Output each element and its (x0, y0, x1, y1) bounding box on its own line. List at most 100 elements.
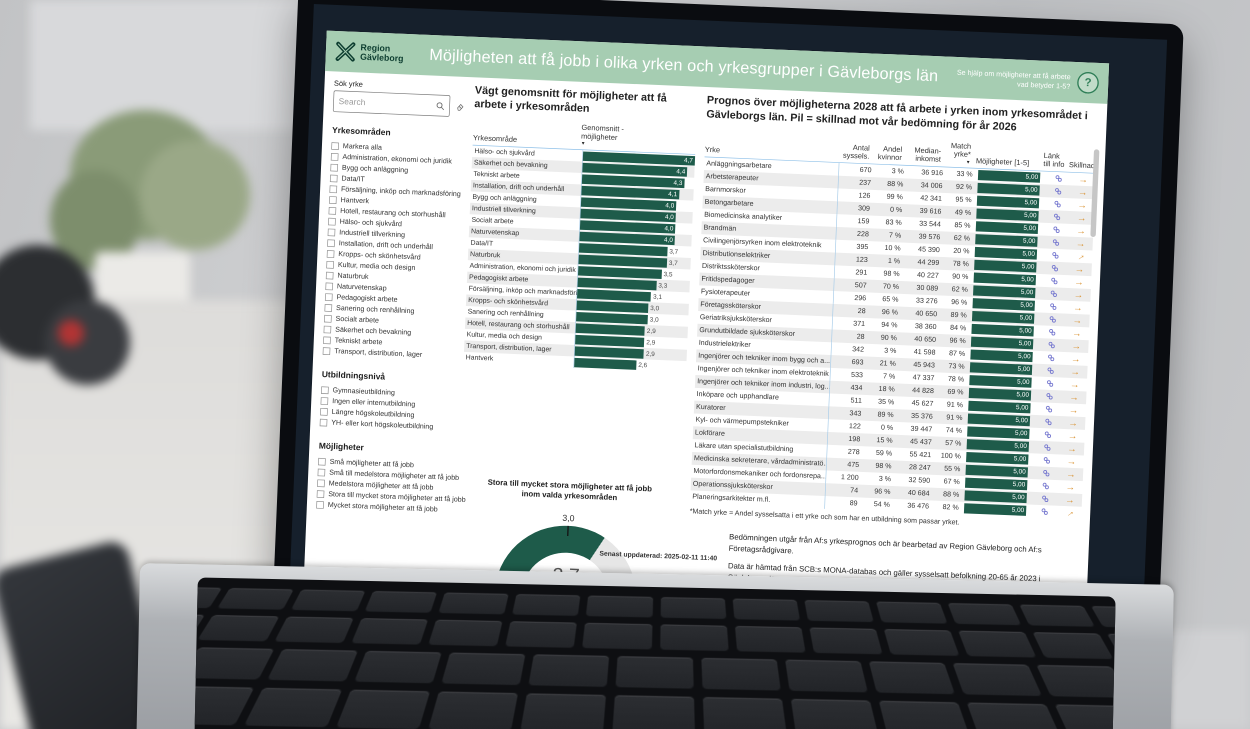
column-header-lank[interactable]: Länk till info (1043, 151, 1065, 170)
table-row[interactable]: Arbetsterapeuter 237 88 % 34 006 92 % 5,00 → (703, 169, 1096, 200)
table-row[interactable]: Biomedicinska analytiker 159 83 % 33 544 85 … (702, 208, 1094, 237)
link-icon[interactable] (1052, 239, 1060, 247)
checkbox-icon[interactable] (325, 282, 334, 290)
checkbox-icon[interactable] (328, 195, 337, 204)
checkbox-icon[interactable] (326, 260, 335, 269)
checkbox-icon[interactable] (325, 271, 334, 280)
table-row[interactable]: Ingenjörer och tekniker inom bygg och a.… (695, 349, 1088, 379)
table-row[interactable]: Ingenjörer och tekniker inom industri, l… (694, 375, 1087, 405)
link-icon[interactable] (1042, 482, 1050, 490)
link-icon[interactable] (1047, 354, 1055, 362)
clear-filters-eraser-icon[interactable] (455, 101, 465, 112)
checkbox-icon[interactable] (326, 249, 335, 258)
checkbox-icon[interactable] (320, 396, 329, 405)
cell-match-yrke: 91 % (946, 413, 963, 423)
column-header-median[interactable]: Median- inkomst (914, 146, 942, 164)
table-row[interactable]: Betongarbetare 309 0 % 39 616 49 % 5,00 → (702, 195, 1095, 225)
checkbox-icon[interactable] (330, 152, 339, 161)
checkbox-icon[interactable] (320, 407, 328, 416)
table-row[interactable]: Företagssköterskor 28 96 % 40 650 89 % 5,00 → (698, 298, 1090, 328)
cell-medianinkomst: 33 276 (915, 296, 938, 306)
table-row[interactable]: Barnmorskor 126 99 % 42 341 95 % 5,00 → (703, 183, 1095, 212)
help-icon[interactable]: ? (1076, 71, 1100, 95)
table-row[interactable]: Ingenjörer och tekniker inom elektrotekn… (695, 362, 1087, 391)
link-icon[interactable] (1045, 405, 1053, 413)
table-row[interactable]: Planeringsarkitekter m.fl. 89 54 % 36 476 82… (690, 490, 1082, 520)
table-row[interactable]: Lokförare 198 15 % 45 437 57 % 5,00 → (692, 426, 1085, 456)
checkbox-icon[interactable] (319, 418, 328, 427)
table-row[interactable]: Kyl- och värmepumpstekniker 122 0 % 39 447 7… (693, 413, 1085, 442)
checkbox-icon[interactable] (328, 206, 337, 215)
link-icon[interactable] (1051, 264, 1059, 272)
table-row[interactable]: Distributionselektriker 123 1 % 44 299 78 % 5… (700, 246, 1092, 277)
link-icon[interactable] (1051, 251, 1059, 259)
checkbox-icon[interactable] (327, 228, 336, 236)
checkbox-icon[interactable] (323, 325, 332, 334)
link-icon[interactable] (1043, 456, 1051, 464)
link-icon[interactable] (1046, 367, 1054, 375)
checkbox-icon[interactable] (317, 468, 326, 477)
bar-chart-value-header[interactable]: Genomsnitt - möjligheter ▼ (581, 124, 697, 152)
link-icon[interactable] (1053, 213, 1061, 221)
link-icon[interactable] (1042, 469, 1050, 477)
table-row[interactable]: Civilingenjörsyrken inom elektroteknik 39… (701, 234, 1093, 263)
link-icon[interactable] (1046, 380, 1054, 388)
checkbox-icon[interactable] (318, 457, 326, 466)
table-row[interactable]: Distriktssköterskor 291 98 % 40 227 90 % 5,00… (700, 260, 1092, 289)
table-row[interactable]: Fritidspedagoger 507 70 % 30 089 62 % 5,00 → (699, 272, 1091, 302)
cell-match-yrke: 33 % (956, 170, 973, 179)
column-header-andel[interactable]: Andel kvinnor (877, 144, 903, 163)
link-icon[interactable] (1054, 187, 1062, 195)
checkbox-icon[interactable] (329, 174, 338, 183)
link-icon[interactable] (1044, 431, 1052, 439)
link-icon[interactable] (1047, 341, 1055, 349)
checkbox-icon[interactable] (317, 479, 325, 487)
link-icon[interactable] (1041, 495, 1049, 503)
table-row[interactable]: Medicinska sekreterare, vårdadministratö… (691, 451, 1084, 482)
checkbox-icon[interactable] (316, 500, 324, 509)
checkbox-icon[interactable] (316, 489, 325, 498)
checkbox-icon[interactable] (330, 163, 339, 172)
checkbox-icon[interactable] (323, 336, 331, 344)
column-header-match[interactable]: Match yrke* ▼ (941, 141, 972, 165)
link-icon[interactable] (1049, 316, 1057, 324)
table-row[interactable]: Brandmän 228 7 % 39 576 62 % 5,00 → (701, 221, 1094, 251)
section-title: Möjligheter (318, 441, 364, 453)
checkbox-icon[interactable] (322, 346, 331, 355)
checkbox-icon[interactable] (329, 185, 338, 193)
table-row[interactable]: Motorfordonsmekaniker och fordonsrepa...… (691, 465, 1083, 494)
table-row[interactable]: Fysioterapeuter 296 65 % 33 276 96 % 5,00 → (699, 285, 1091, 314)
table-row[interactable]: Geriatriksjuksköterskor 371 94 % 38 360 84 %… (698, 311, 1090, 340)
table-row[interactable]: Inköpare och upphandlare 511 35 % 45 627 91 … (694, 388, 1086, 417)
checkbox-icon[interactable] (331, 141, 339, 150)
link-icon[interactable] (1050, 290, 1058, 298)
link-icon[interactable] (1050, 277, 1058, 285)
column-header-antal[interactable]: Antal syssels. (842, 143, 870, 161)
checkbox-icon[interactable] (324, 314, 332, 323)
search-input[interactable]: Search (332, 90, 451, 117)
link-icon[interactable] (1049, 303, 1057, 311)
link-icon[interactable] (1053, 200, 1061, 208)
checkbox-icon[interactable] (321, 386, 329, 394)
checkbox-icon[interactable] (328, 217, 336, 226)
table-row[interactable]: Operationssjuksköterskor 74 96 % 40 684 88 %… (690, 477, 1083, 507)
column-header-skillnad[interactable]: Skillnad (1068, 161, 1096, 171)
link-icon[interactable] (1044, 418, 1052, 426)
table-row[interactable]: Kuratorer 343 89 % 35 376 91 % 5,00 → (693, 400, 1086, 430)
table-row[interactable]: Läkare utan specialistutbildning 278 59 % 5… (692, 439, 1084, 468)
link-icon[interactable] (1052, 226, 1060, 234)
table-row[interactable]: Anläggningsarbetare 670 3 % 36 916 33 % 5,00 → (704, 157, 1096, 186)
checkbox-icon[interactable] (324, 303, 333, 312)
link-icon[interactable] (1054, 175, 1062, 183)
link-icon[interactable] (1041, 508, 1049, 516)
table-row[interactable]: Industrielektriker 342 3 % 41 598 87 % 5,00 → (696, 337, 1088, 366)
search-row: Search (332, 90, 465, 117)
column-header-mojligheter[interactable]: Möjligheter [1-5] (975, 157, 1030, 168)
table-row[interactable]: Grundutbildade sjuksköterskor 28 90 % 40 65… (697, 323, 1089, 353)
link-icon[interactable] (1048, 328, 1056, 336)
link-icon[interactable] (1045, 392, 1053, 400)
checkbox-icon[interactable] (324, 292, 333, 301)
cell-medianinkomst: 34 006 (920, 181, 943, 191)
checkbox-icon[interactable] (327, 239, 335, 247)
link-icon[interactable] (1043, 444, 1051, 452)
